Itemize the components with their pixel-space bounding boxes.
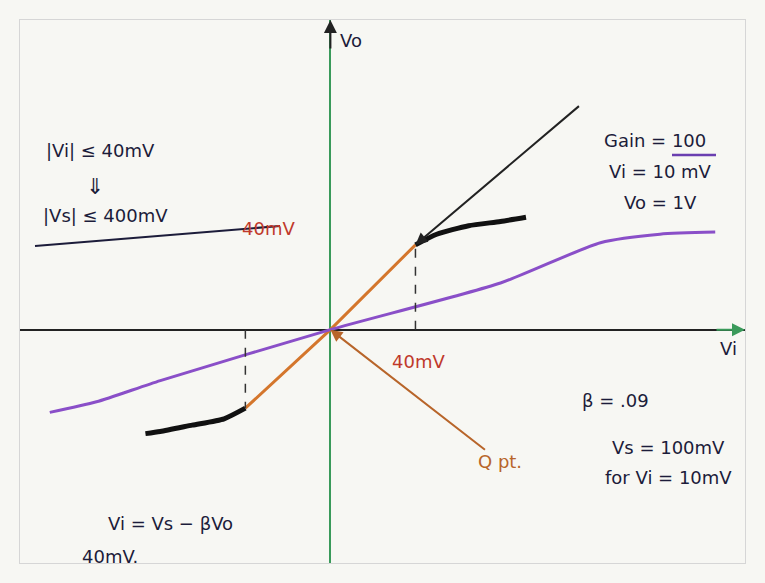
svg-text:Vi = Vs − βVo: Vi = Vs − βVo — [108, 513, 233, 534]
svg-text:Vo = 1V: Vo = 1V — [624, 192, 697, 213]
svg-text:Vs = 100mV: Vs = 100mV — [612, 437, 725, 458]
svg-text:Gain = 100: Gain = 100 — [604, 130, 706, 151]
svg-text:40mV.: 40mV. — [82, 546, 138, 567]
svg-text:⇓: ⇓ — [86, 174, 104, 199]
svg-text:40mV: 40mV — [392, 351, 445, 372]
svg-text:Vo: Vo — [340, 30, 362, 51]
svg-text:β = .09: β = .09 — [582, 390, 649, 411]
svg-text:Vi: Vi — [720, 338, 737, 359]
svg-text:Vi = 10 mV: Vi = 10 mV — [609, 161, 712, 182]
svg-text:|Vi| ≤ 40mV: |Vi| ≤ 40mV — [46, 140, 155, 161]
svg-text:40mV: 40mV — [242, 218, 295, 239]
svg-text:Q pt.: Q pt. — [478, 451, 522, 472]
svg-text:for Vi = 10mV: for Vi = 10mV — [605, 467, 732, 488]
svg-text:|Vs| ≤ 400mV: |Vs| ≤ 400mV — [43, 205, 168, 226]
